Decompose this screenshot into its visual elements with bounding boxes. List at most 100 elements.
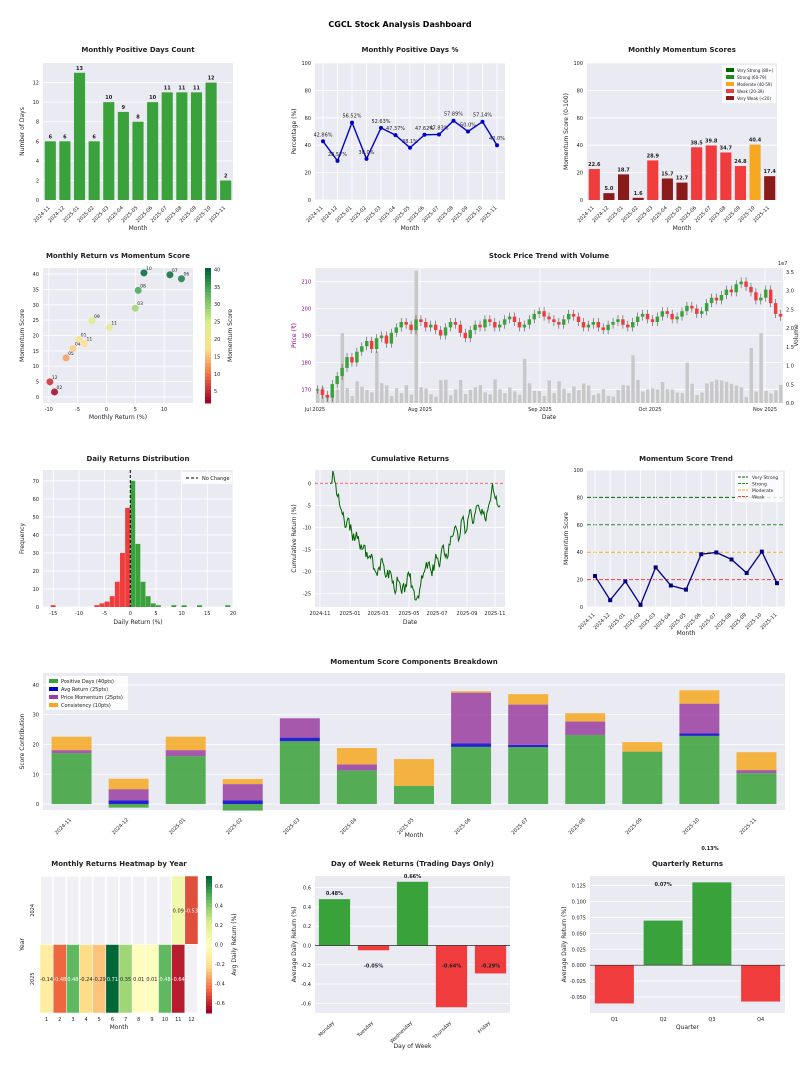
volume-bar <box>399 393 404 403</box>
heatmap-cell-label: 0.01 <box>133 977 144 983</box>
point-value-label: 47.62% <box>415 126 434 132</box>
candle-body <box>734 284 738 293</box>
y-tick-label: 170 <box>301 388 311 394</box>
colorbar-segment <box>206 968 212 973</box>
legend-swatch <box>726 68 734 72</box>
volume-bar <box>375 351 379 403</box>
candle-body <box>754 292 758 301</box>
bar-value-label: 28.9 <box>647 153 660 159</box>
y-tick-label: 20 <box>577 578 583 584</box>
stacked-segment <box>51 736 92 751</box>
candle-body <box>685 305 689 312</box>
candle-body <box>463 332 467 339</box>
candle-body <box>690 305 694 309</box>
candle-body <box>468 330 472 339</box>
volume-bar <box>439 380 443 403</box>
volume-bar <box>685 362 689 403</box>
x-tick-label: 2 <box>58 1017 61 1023</box>
y-tick-label: 40 <box>33 533 39 539</box>
point-label: 06 <box>183 272 189 278</box>
y2-exponent-label: 1e7 <box>778 261 787 267</box>
y-tick-label: 0 <box>580 605 583 611</box>
y-tick-label: 2 <box>36 178 39 184</box>
colorbar-segment <box>205 382 211 387</box>
colorbar-segment <box>206 958 212 963</box>
bar <box>435 945 468 1008</box>
bar <box>117 111 129 200</box>
y2-tick-label: 3.0 <box>786 289 794 295</box>
volume-bar <box>473 387 478 403</box>
y-tick-label: 10 <box>33 100 39 106</box>
bar-value-label: 39.8 <box>705 138 718 144</box>
candle-body <box>542 311 546 317</box>
bar <box>632 197 644 200</box>
x-axis-label: Month <box>405 832 424 839</box>
volume-bar <box>695 395 699 403</box>
y-tick-label: 25 <box>33 318 39 324</box>
x-tick-label: Q4 <box>757 1017 764 1023</box>
heatmap-cell-label: 0.09 <box>173 908 184 914</box>
legend-label: Very Strong (80+) <box>737 68 774 73</box>
stacked-segment <box>108 800 149 805</box>
trend-marker <box>608 598 613 603</box>
y-tick-label: -10 <box>303 525 311 531</box>
colorbar-segment <box>205 389 211 394</box>
x-tick-label: 2025-11 <box>739 817 758 836</box>
candle-body <box>315 389 320 391</box>
x-tick-label: 15 <box>204 611 210 617</box>
legend-swatch <box>726 89 734 93</box>
line-point <box>480 119 485 124</box>
x-tick-label: Friday <box>477 1020 492 1035</box>
x-tick-label: 2025-11 <box>759 612 778 631</box>
volume-bar <box>710 381 714 403</box>
point-label: 07 <box>172 268 178 274</box>
colorbar-segment <box>205 278 211 282</box>
bar <box>661 178 673 200</box>
candle-body <box>483 319 487 328</box>
candle-body <box>458 324 463 333</box>
stacked-segment <box>394 785 434 805</box>
colorbar-segment <box>206 941 212 945</box>
candle-body <box>537 311 541 314</box>
y-tick-label: 20 <box>577 171 583 177</box>
histogram-bar <box>104 601 110 607</box>
stacked-segment <box>679 733 720 736</box>
heatmap-cell-label: -0.48 <box>53 977 66 983</box>
bar <box>161 92 173 200</box>
colorbar-tick: 25 <box>214 320 220 326</box>
point-label: 01 <box>81 332 87 338</box>
colorbar-segment <box>206 889 212 894</box>
bar-value-label: -0.29% <box>481 963 500 969</box>
volume-bar <box>404 385 409 403</box>
y-tick-label: 0 <box>580 198 583 204</box>
stacked-segment <box>565 734 606 805</box>
cumulative-plot <box>315 470 505 607</box>
bar <box>588 169 600 200</box>
colorbar-segment <box>206 1006 212 1011</box>
point-label: 12 <box>52 375 58 381</box>
candle-body <box>493 322 497 328</box>
y-tick-label: 10 <box>33 772 39 778</box>
stacked-segment <box>622 751 663 805</box>
bar-value-label: 9 <box>122 105 126 111</box>
colorbar-segment <box>205 271 211 276</box>
volume-bar <box>527 383 532 403</box>
colorbar-segment <box>205 376 211 380</box>
legend-label: Moderate <box>752 488 774 494</box>
y2-tick-label: 2.5 <box>786 307 794 313</box>
volume-bar <box>409 394 414 403</box>
x-axis-label: Date <box>403 619 418 626</box>
legend-label: Very Strong <box>752 475 778 481</box>
chart-title: Momentum Score Components Breakdown <box>330 658 497 666</box>
trend-marker <box>623 579 628 584</box>
x-tick-label: Q1 <box>611 1017 618 1023</box>
candle-body <box>325 394 330 398</box>
volume-bar <box>670 389 675 403</box>
x-tick-label: 20 <box>230 611 236 617</box>
heatmap-cell-empty <box>105 875 120 945</box>
candle-body <box>330 384 334 398</box>
bar <box>205 82 217 200</box>
x-axis-label: Date <box>542 414 557 421</box>
histogram-bar <box>114 581 120 607</box>
stacked-segment <box>736 752 777 771</box>
